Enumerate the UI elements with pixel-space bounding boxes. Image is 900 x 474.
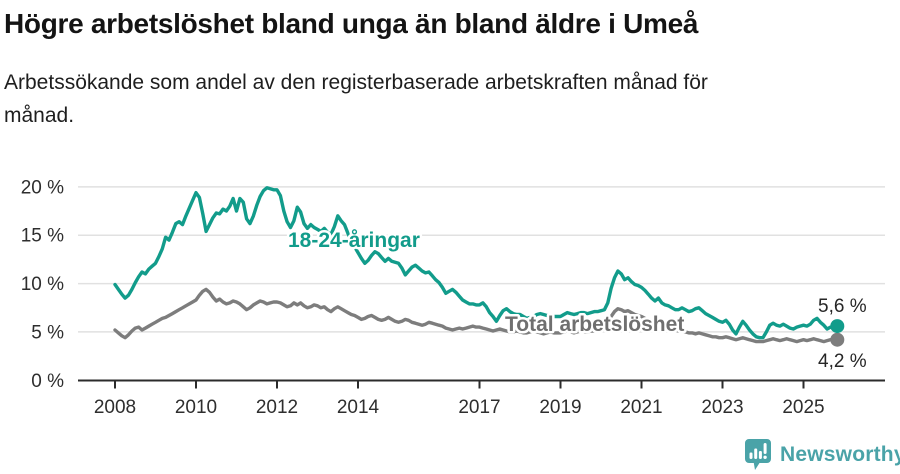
- brand-name: Newsworthy: [780, 442, 900, 466]
- series-label-young: 18-24-åringar: [288, 229, 420, 252]
- unemployment-line-chart: 0 %5 %10 %15 %20 % 2008 2010 2012 2014 2017 2…: [21, 177, 885, 418]
- x-axis: 2008 2010 2012 2014 2017 2019 2021 2023 2025: [78, 379, 885, 418]
- chart-title: Högre arbetslöshet bland unga än bland ä…: [4, 8, 699, 39]
- end-value-label-total: 4,2 %: [818, 351, 867, 372]
- endpoint-dot-young: [830, 319, 845, 334]
- series-layer: [113, 186, 845, 347]
- x-axis-label-2017: 2017: [458, 397, 500, 418]
- newsworthy-logo-icon: [745, 439, 771, 470]
- end-value-label-young: 5,6 %: [818, 296, 867, 317]
- x-axis-label-2010: 2010: [175, 397, 217, 418]
- y-axis-label-0pct: 0 %: [31, 371, 64, 392]
- grid-layer: 0 % 5 % 10 % 15 % 20 %: [21, 177, 885, 392]
- chart-subtitle-line2: månad.: [4, 104, 75, 127]
- endpoint-dot-total: [830, 332, 845, 347]
- chart-subtitle: Arbetssökande som andel av den registerb…: [4, 66, 708, 132]
- series-label-total: Total arbetslöshet: [505, 313, 684, 336]
- x-axis-label-2008: 2008: [94, 397, 136, 418]
- x-axis-label-2025: 2025: [782, 397, 824, 418]
- x-axis-label-2021: 2021: [620, 397, 662, 418]
- y-axis-label-5pct: 5 %: [31, 322, 64, 343]
- x-axis-label-2023: 2023: [701, 397, 743, 418]
- line-series-young: [113, 186, 839, 340]
- y-axis-label-15pct: 15 %: [21, 226, 64, 247]
- chart-subtitle-line1: Arbetssökande som andel av den registerb…: [4, 71, 708, 94]
- line-series-total: [113, 287, 839, 344]
- x-axis-label-2012: 2012: [256, 397, 298, 418]
- y-axis-label-20pct: 20 %: [21, 177, 64, 198]
- footer-brand: Newsworthy: [744, 438, 900, 471]
- x-axis-label-2014: 2014: [337, 397, 380, 418]
- x-axis-label-2019: 2019: [539, 397, 581, 418]
- y-axis-label-10pct: 10 %: [21, 274, 64, 295]
